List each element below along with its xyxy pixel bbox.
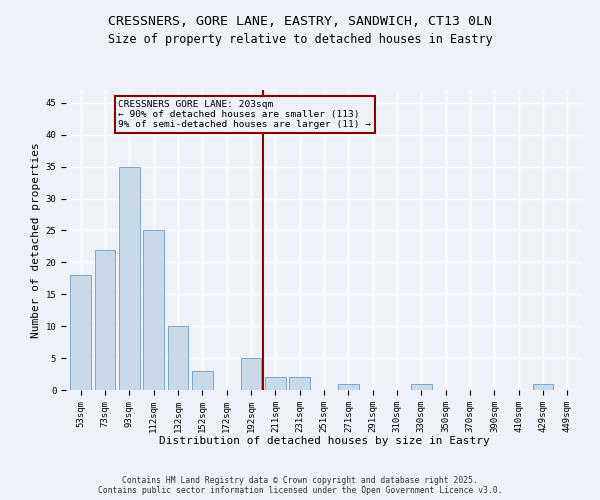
Bar bbox=[241, 358, 262, 390]
Bar bbox=[338, 384, 359, 390]
X-axis label: Distribution of detached houses by size in Eastry: Distribution of detached houses by size … bbox=[158, 436, 490, 446]
Text: Size of property relative to detached houses in Eastry: Size of property relative to detached ho… bbox=[107, 32, 493, 46]
Bar bbox=[143, 230, 164, 390]
Y-axis label: Number of detached properties: Number of detached properties bbox=[31, 142, 41, 338]
Bar bbox=[119, 166, 140, 390]
Bar bbox=[167, 326, 188, 390]
Bar bbox=[95, 250, 115, 390]
Bar bbox=[533, 384, 553, 390]
Text: CRESSNERS, GORE LANE, EASTRY, SANDWICH, CT13 0LN: CRESSNERS, GORE LANE, EASTRY, SANDWICH, … bbox=[108, 15, 492, 28]
Text: Contains HM Land Registry data © Crown copyright and database right 2025.
Contai: Contains HM Land Registry data © Crown c… bbox=[98, 476, 502, 495]
Bar bbox=[265, 377, 286, 390]
Bar bbox=[411, 384, 432, 390]
Bar bbox=[70, 275, 91, 390]
Bar bbox=[289, 377, 310, 390]
Bar bbox=[192, 371, 212, 390]
Text: CRESSNERS GORE LANE: 203sqm
← 90% of detached houses are smaller (113)
9% of sem: CRESSNERS GORE LANE: 203sqm ← 90% of det… bbox=[118, 100, 371, 130]
